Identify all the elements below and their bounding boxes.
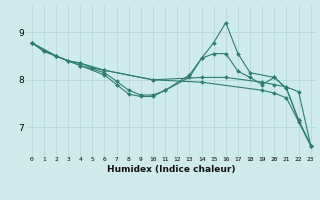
X-axis label: Humidex (Indice chaleur): Humidex (Indice chaleur) — [107, 165, 236, 174]
